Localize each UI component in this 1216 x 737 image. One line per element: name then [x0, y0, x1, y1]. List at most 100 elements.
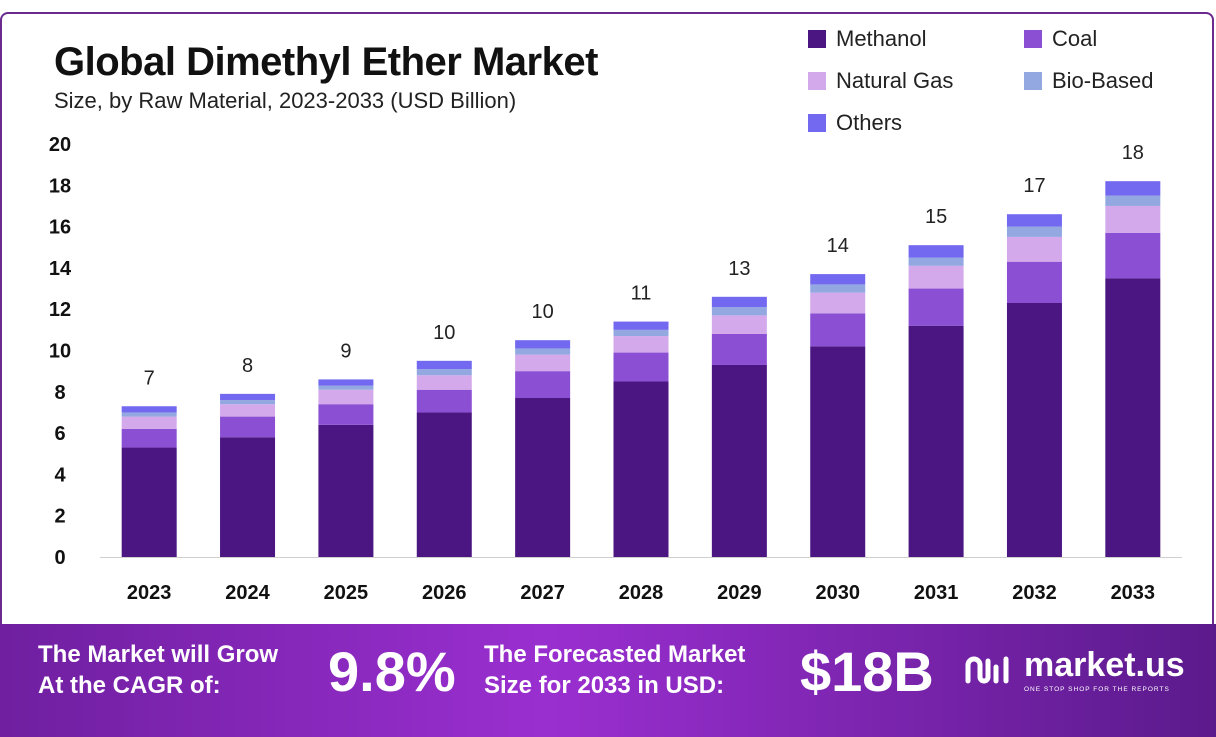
- bar-segment-coal: [220, 416, 276, 438]
- marketus-logo: market.us ONE STOP SHOP FOR THE REPORTS: [962, 648, 1185, 693]
- bar-segment-coal: [1006, 261, 1062, 304]
- legend-item-coal: Coal: [1024, 26, 1097, 52]
- stacked-bar-chart: 0 2 4 6 8 10 12 14 16 18 20 7 2023 8 2024 9 2025 10 2026 10…: [49, 134, 1182, 604]
- legend-swatch-methanol: [808, 30, 826, 48]
- bar-segment-natural-gas: [1006, 236, 1062, 262]
- x-tick-label: 2024: [225, 582, 270, 604]
- legend-swatch-natural-gas: [808, 72, 826, 90]
- bar-segment-bio-based: [515, 348, 571, 355]
- bar-segment-natural-gas: [220, 404, 276, 417]
- y-tick-label: 14: [49, 258, 72, 280]
- bar-segment-bio-based: [711, 307, 767, 316]
- total-label: 15: [925, 206, 947, 228]
- y-tick-label: 6: [54, 423, 65, 445]
- legend-item-methanol: Methanol: [808, 26, 927, 52]
- legend-label-bio-based: Bio-Based: [1052, 68, 1154, 93]
- bar-segment-others: [318, 379, 374, 386]
- bar-segment-others: [1006, 214, 1062, 227]
- bar-segment-coal: [711, 333, 767, 365]
- forecast-label-line1: The Forecasted Market: [484, 641, 746, 668]
- chart-legend: Methanol Coal Natural Gas Bio-Based Othe…: [808, 26, 1208, 136]
- bar-segment-natural-gas: [416, 375, 472, 390]
- total-label: 8: [242, 355, 253, 377]
- bar-segment-bio-based: [416, 369, 472, 376]
- bar-segment-bio-based: [810, 284, 866, 293]
- total-label: 13: [728, 258, 750, 280]
- bar-segment-natural-gas: [121, 416, 177, 429]
- chart-frame: [0, 12, 1214, 624]
- bar-segment-methanol: [613, 381, 669, 557]
- logo-name: market.us: [1024, 646, 1185, 684]
- total-label: 14: [827, 235, 849, 257]
- forecast-label-line2: Size for 2033 in USD:: [484, 672, 725, 699]
- bar-segment-bio-based: [121, 412, 177, 417]
- y-tick-label: 8: [54, 382, 65, 404]
- bar-segment-methanol: [1006, 303, 1062, 557]
- x-tick-label: 2025: [324, 582, 369, 604]
- y-tick-label: 2: [54, 506, 65, 528]
- total-label: 10: [433, 322, 455, 344]
- y-tick-label: 12: [49, 299, 71, 321]
- x-tick-label: 2033: [1111, 582, 1156, 604]
- total-label: 17: [1023, 175, 1045, 197]
- legend-label-natural-gas: Natural Gas: [836, 68, 954, 93]
- marketus-logo-icon: [965, 656, 1009, 683]
- bar-segment-others: [810, 274, 866, 285]
- legend-item-bio-based: Bio-Based: [1024, 68, 1154, 94]
- total-label: 10: [532, 301, 554, 323]
- x-tick-label: 2032: [1012, 582, 1057, 604]
- bar-segment-methanol: [1105, 278, 1161, 557]
- legend-swatch-others: [808, 114, 826, 132]
- bar-segment-coal: [515, 371, 571, 398]
- bar-segment-methanol: [515, 397, 571, 557]
- x-tick-label: 2027: [520, 582, 565, 604]
- bar-segment-methanol: [220, 437, 276, 557]
- total-label: 18: [1122, 142, 1144, 164]
- bar-segment-bio-based: [318, 385, 374, 390]
- bar-segment-coal: [121, 428, 177, 448]
- logo-tagline: ONE STOP SHOP FOR THE REPORTS: [1024, 686, 1170, 693]
- bar-segment-natural-gas: [810, 292, 866, 314]
- legend-label-methanol: Methanol: [836, 26, 927, 51]
- bar-segment-others: [908, 245, 964, 258]
- bar-segment-natural-gas: [318, 389, 374, 405]
- forecast-label: The Forecasted Market Size for 2033 in U…: [484, 639, 745, 701]
- total-label: 7: [144, 367, 155, 389]
- bar-segment-coal: [810, 313, 866, 347]
- y-tick-label: 20: [49, 134, 71, 156]
- bar-segment-bio-based: [1105, 195, 1161, 206]
- x-tick-label: 2026: [422, 582, 467, 604]
- cagr-label: The Market will Grow At the CAGR of:: [38, 639, 278, 701]
- bar-segment-bio-based: [1006, 226, 1062, 237]
- x-tick-label: 2023: [127, 582, 172, 604]
- legend-swatch-coal: [1024, 30, 1042, 48]
- legend-swatch-bio-based: [1024, 72, 1042, 90]
- bar-segment-methanol: [416, 412, 472, 557]
- bar-segment-methanol: [318, 424, 374, 557]
- bar-segment-others: [613, 321, 669, 330]
- x-tick-label: 2029: [717, 582, 762, 604]
- bar-segment-bio-based: [220, 400, 276, 405]
- bar-segment-methanol: [121, 447, 177, 557]
- forecast-value: $18B: [800, 640, 934, 703]
- bar-segment-methanol: [908, 325, 964, 557]
- x-tick-label: 2031: [914, 582, 959, 604]
- x-tick-label: 2030: [815, 582, 860, 604]
- footer-banner: The Market will Grow At the CAGR of: 9.8…: [0, 624, 1216, 737]
- bar-segment-natural-gas: [908, 265, 964, 289]
- cagr-label-line1: The Market will Grow: [38, 641, 279, 668]
- y-tick-label: 18: [49, 175, 71, 197]
- legend-label-coal: Coal: [1052, 26, 1098, 51]
- chart-title: Global Dimethyl Ether Market: [54, 40, 598, 84]
- x-tick-label: 2028: [619, 582, 664, 604]
- y-tick-label: 16: [49, 217, 71, 239]
- bar-segment-coal: [416, 389, 472, 413]
- bar-segment-natural-gas: [613, 336, 669, 353]
- bar-segment-others: [416, 360, 472, 370]
- bar-segment-others: [121, 406, 177, 413]
- bar-segment-methanol: [711, 364, 767, 557]
- bar-segment-natural-gas: [1105, 205, 1161, 233]
- legend-label-others: Others: [836, 110, 903, 135]
- bar-segment-natural-gas: [711, 315, 767, 334]
- chart-subtitle: Size, by Raw Material, 2023-2033 (USD Bi…: [54, 88, 517, 113]
